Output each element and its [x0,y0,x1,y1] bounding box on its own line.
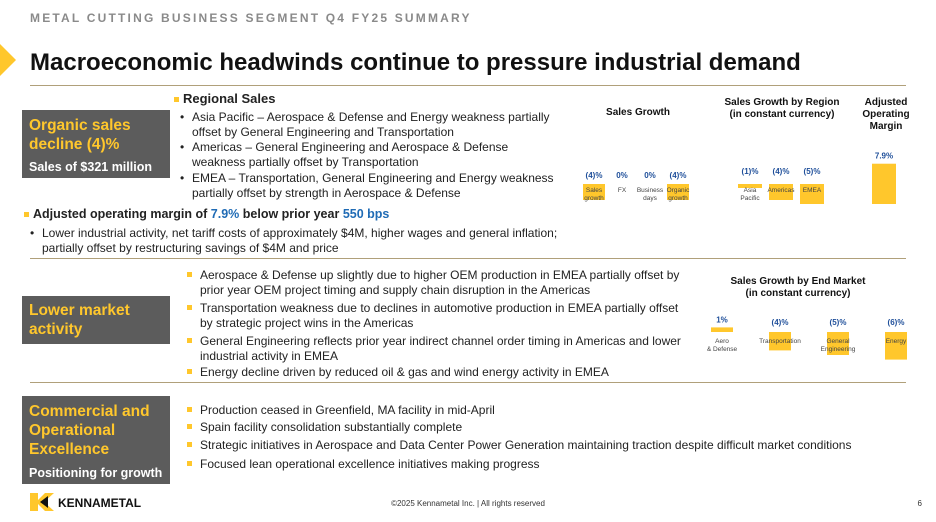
title-arrow-icon [0,44,16,76]
category-label: Asia [744,187,757,194]
commercial-bullet: Strategic initiatives in Aerospace and D… [187,438,880,453]
chart-title-region: Sales Growth by Region (in constant curre… [724,97,840,120]
category-label: growth [668,195,688,202]
section-divider [30,382,906,383]
category-label: Aero [715,338,729,345]
kennametal-logo: KENNAMETAL [30,493,141,511]
category-label: Sales [586,187,603,194]
commercial-sub: Positioning for growth [29,466,163,480]
regional-title: Regional Sales [174,91,276,107]
category-label: Americas [767,187,795,194]
category-label: growth [584,195,604,202]
category-label: days [643,195,657,202]
section-divider [30,258,906,259]
end-market-chart-svg: 1% Aero& Defense (4)% Transportation (5)% Gen… [707,315,907,360]
value-label: (6)% [888,318,905,327]
value-label: (4)% [670,171,687,180]
market-bullet: Transportation weakness due to declines … [187,301,690,330]
margin-mid: below prior year [239,207,343,221]
market-bullet: General Engineering reflects prior year … [187,334,690,363]
bar [667,184,689,200]
bar [872,163,896,204]
market-bullet: Aerospace & Defense up slightly due to h… [187,268,690,297]
organic-heading: Organic sales decline (4)% [29,117,131,153]
bar [827,332,849,355]
commercial-bullet: Spain facility consolidation substantial… [187,420,880,435]
title-divider [30,85,906,86]
margin-value: 7.9% [210,207,240,221]
chart-title-margin: Adjusted Operating Margin [862,97,910,132]
slide-eyebrow: METAL CUTTING BUSINESS SEGMENT Q4 FY25 S… [30,11,472,25]
svg-text:KENNAMETAL: KENNAMETAL [58,496,141,510]
chart-title-end-market: Sales Growth by End Market (in constant c… [730,276,866,299]
category-label: FX [618,187,627,194]
bar [769,184,793,200]
value-label: (4)% [586,171,603,180]
value-label: 7.9% [875,152,893,161]
bar [885,332,907,360]
commercial-box: Commercial and Operational Excellence Po… [22,396,170,484]
regional-bullet: EMEA – Transportation, General Engineeri… [180,171,562,200]
margin-bullet: Lower industrial activity, net tariff co… [30,226,572,255]
commercial-heading: Commercial and Operational Excellence [29,403,150,458]
margin-bps: 550 bps [342,207,390,221]
margin-prefix: Adjusted operating margin of [33,207,211,221]
category-label: & Defense [707,346,738,353]
margin-line: Adjusted operating margin of 7.9% below … [24,207,390,222]
slide-title: Macroeconomic headwinds continue to pres… [30,49,801,76]
margin-chart: 7.9% [872,152,896,204]
value-label: 0% [644,171,656,180]
category-label: Energy [886,338,907,345]
regional-bullet: Americas – General Engineering and Aeros… [180,140,562,169]
regional-bullet: Asia Pacific – Aerospace & Defense and E… [180,110,562,139]
bullet-square-icon [24,212,29,217]
market-box: Lower market activity [22,296,170,344]
market-heading: Lower market activity [29,302,130,338]
value-label: (1)% [742,167,759,176]
category-label: Transportation [759,338,801,345]
category-label: Business [637,187,664,194]
bar [711,327,733,332]
market-bullet: Energy decline driven by reduced oil & g… [187,365,690,380]
value-label: (5)% [804,167,821,176]
bar [583,184,605,200]
page-number: 6 [917,499,922,508]
commercial-bullet: Focused lean operational excellence init… [187,457,880,472]
bar [800,184,824,204]
end-market-chart: 1% Aero& Defense (4)% Transportation (5)% Gen… [707,315,907,360]
organic-sub: Sales of $321 million [29,160,152,174]
category-label: Engineering [821,346,856,353]
bar [769,332,791,351]
sales-growth-chart: (4)%Salesgrowth0%FX0%Businessdays(4)%Org… [583,171,690,202]
chart-title-sales-growth: Sales Growth [606,107,670,118]
bar [738,184,762,188]
value-label: (4)% [772,318,789,327]
category-label: Organic [667,187,691,194]
copyright: ©2025 Kennametal Inc. | All rights reser… [391,499,545,508]
top-charts-svg: (4)%Salesgrowth0%FX0%Businessdays(4)%Org… [583,152,896,204]
value-label: (4)% [773,167,790,176]
category-label: Pacific [740,195,760,202]
value-label: 1% [716,315,728,324]
value-label: (5)% [830,318,847,327]
category-label: EMEA [803,187,822,194]
commercial-bullet: Production ceased in Greenfield, MA faci… [187,403,880,418]
value-label: 0% [616,171,628,180]
regional-title-text: Regional Sales [183,91,276,106]
organic-box: Organic sales decline (4)% Sales of $321… [22,110,170,178]
category-label: General [826,338,850,345]
bullet-square-icon [174,97,179,102]
